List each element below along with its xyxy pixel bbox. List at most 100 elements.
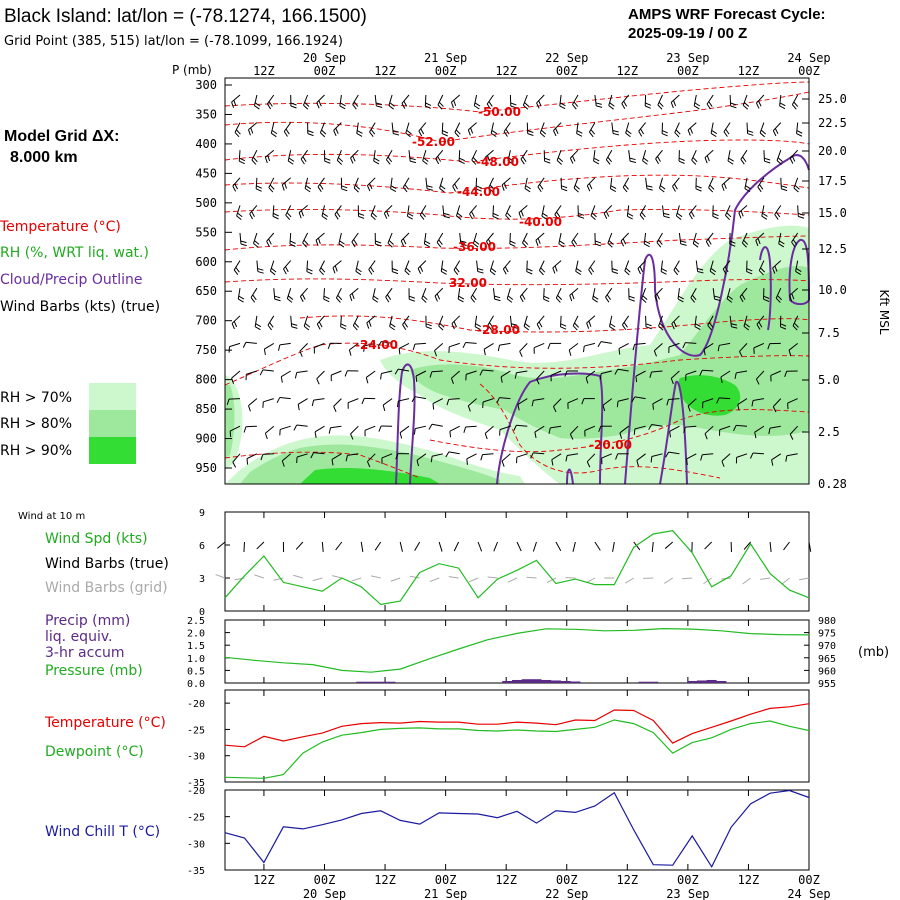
wind-barb [694,315,701,330]
wind-barb [302,232,309,248]
wind-barb-flag [691,159,697,165]
wind-barb-flag [687,405,691,412]
wind-barb-flag [556,211,561,218]
wind-barb [383,205,393,219]
wind-barb-true [612,541,615,552]
wind-barb-flag [287,160,294,165]
wind-barb-staff [262,453,274,455]
pressure-unit-label: (mb) [858,645,889,660]
wind-barb-flag [693,105,700,110]
wind-barb [277,342,291,351]
wind-barb-flag [354,184,361,190]
wind-barb-flag [541,129,547,135]
wind-barb [372,288,379,303]
wind-barb-staff [756,94,765,104]
wind-barb-flag [673,183,678,190]
wind-barb-staff [431,453,443,457]
wind-barb-staff [250,287,258,298]
wind-barb-flag [425,102,432,106]
wind-barb-flag [536,378,540,385]
wind-barb-staff [355,260,359,272]
wind-barb-flag [321,129,327,135]
wind-barb-flag [259,369,264,376]
wind-barb [539,122,547,138]
wind-barb-staff [660,260,663,272]
wind-barb-flag [506,298,513,303]
wind-barb [622,177,630,193]
wind-barb-staff [668,398,680,401]
wind-barb-flag [578,215,585,219]
wind-barb-flag [366,322,370,329]
wind-barb-flag [242,342,247,348]
wind-barb-flag [683,427,686,434]
bottom-date-label: 22 Sep [545,887,588,900]
wind-barb-flag [744,188,751,193]
wind-barb-flag [389,102,395,107]
wind-barb [382,398,393,411]
wind-barb-staff [569,149,579,159]
wind-barb [254,315,262,331]
wind-barb-staff [414,342,426,345]
wind-barb-flag [539,270,544,276]
wind-barb-flag [626,129,632,135]
wind-barb-flag [336,297,341,303]
wind-barb-flag [526,268,533,272]
wind-barb [386,149,393,165]
wind-barb-flag [382,404,386,411]
wind-barb-flag [439,322,445,328]
wind-barb-flag [598,426,602,432]
wind-barb-flag [503,182,507,189]
wind-barb [705,232,714,247]
wind-barb [657,94,664,110]
wind-barb [553,398,562,413]
wind-barb-staff [482,369,494,372]
pressure-tick-label: 350 [195,107,217,121]
wind-barb-flag [559,105,566,110]
precip-bar [638,681,649,683]
wind-barb-flag [596,105,603,108]
wind-barb-staff [695,260,699,272]
wind-barb-staff [249,205,258,215]
wind-barb-flag [759,132,766,138]
wind-barb-true [414,541,421,551]
wind-barb [273,288,281,302]
wind-barb-staff [467,122,477,131]
wind-barb [746,122,754,136]
wind-barb-staff [349,287,359,296]
wind-barb-flag [554,214,559,220]
dewpoint-line [224,719,810,779]
wind-barb-staff [333,398,342,407]
wind-barb-staff [638,122,646,132]
wind-barb-flag [645,105,651,109]
wind-barb-flag [396,401,399,408]
wind-barb-staff [264,342,275,350]
wind-ytick-label: 3 [199,574,205,585]
wind-barb [402,315,410,330]
wind-barb-flag [764,160,771,164]
wind-barb-flag [475,323,481,328]
wind-barb-flag [255,188,262,192]
wind-barb-flag [785,455,788,462]
wind-barb-staff [708,177,714,188]
wind-barb-flag [274,298,281,302]
wind-barb-flag [460,243,467,246]
wind-barb-flag [394,368,399,375]
wind-barb-flag [789,295,793,302]
wind-barb [487,315,494,331]
wind-barb-flag [369,183,373,190]
wind-barb-grid [215,574,226,579]
wind-barb-flag [628,295,635,299]
wind-barb-staff [551,453,562,461]
wind-barb-flag [345,455,348,462]
wind-barb [253,232,260,248]
wind-barb-staff [232,177,241,187]
top-hour-label: 12Z [616,64,638,78]
wind-barb-flag [395,453,399,460]
wind-barb-staff [793,177,799,189]
wind-barb-staff [694,315,697,327]
wind-barb-flag [338,157,344,163]
wind-barb [507,150,515,165]
wind-barb-flag [676,215,682,220]
wind-barb-staff [675,205,680,217]
wind-barb [628,288,635,302]
